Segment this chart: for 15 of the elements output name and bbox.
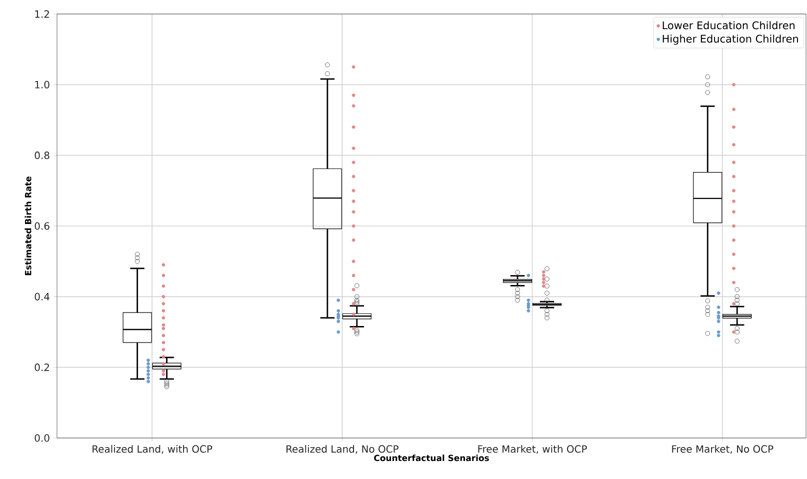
- y-tick-label: 0.8: [34, 152, 50, 160]
- x-tick-label: Free Market, No OCP: [672, 445, 774, 454]
- y-tick-label: 0.4: [34, 292, 50, 300]
- y-tick-label: 0.6: [34, 222, 50, 230]
- legend-label: Lower Education Children: [662, 21, 795, 30]
- x-tick-label: Free Market, with OCP: [478, 445, 587, 454]
- x-tick-label: Realized Land, No OCP: [286, 445, 398, 454]
- legend-label: Higher Education Children: [662, 34, 798, 45]
- y-tick-label: 1.0: [35, 80, 50, 88]
- y-axis-title: Estimated Birth Rate: [24, 176, 32, 276]
- y-tick-label: 0.0: [34, 434, 50, 442]
- y-tick-label: 1.2: [35, 10, 49, 18]
- x-axis-title: Counterfactual Senarios: [374, 454, 489, 462]
- y-tick-label: 0.2: [34, 364, 49, 372]
- x-tick-label: Realized Land, with OCP: [92, 445, 212, 454]
